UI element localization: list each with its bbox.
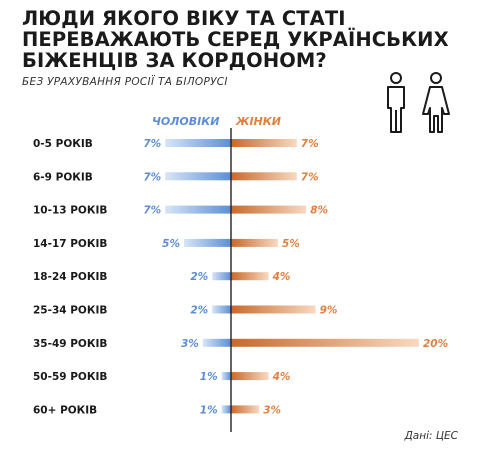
bar-women	[231, 272, 269, 281]
legend-men: ЧОЛОВІКИ	[152, 115, 220, 128]
bar-men	[184, 238, 231, 247]
bar-men	[212, 272, 231, 281]
bar-women	[231, 238, 278, 247]
category-label: 35-49 РОКІВ	[33, 338, 107, 350]
category-label: 18-24 РОКІВ	[33, 271, 107, 283]
value-label-men: 7%	[143, 171, 161, 183]
bar-women	[231, 172, 297, 181]
bar-women	[231, 372, 269, 381]
bar-men	[221, 372, 231, 381]
category-label: 6-9 РОКІВ	[33, 171, 93, 183]
bar-men	[165, 172, 231, 181]
bar-men	[212, 305, 231, 314]
bar-men	[165, 205, 231, 214]
value-label-women: 4%	[272, 271, 291, 283]
value-label-women: 7%	[301, 138, 319, 150]
bar-women	[231, 305, 316, 314]
gender-icons	[387, 72, 450, 133]
category-label: 60+ РОКІВ	[33, 404, 97, 416]
category-label: 50-59 РОКІВ	[33, 371, 107, 383]
legend-women: ЖІНКИ	[236, 115, 281, 128]
bar-women	[231, 405, 260, 414]
category-label: 14-17 РОКІВ	[33, 238, 107, 250]
bar-women	[231, 205, 307, 214]
value-label-men: 3%	[181, 338, 199, 350]
value-label-women: 7%	[301, 171, 319, 183]
chart-title: ЛЮДИ ЯКОГО ВІКУ ТА СТАТІ ПЕРЕВАЖАЮТЬ СЕР…	[22, 7, 449, 72]
value-label-men: 7%	[143, 138, 161, 150]
value-label-men: 2%	[190, 271, 208, 283]
bar-women	[231, 338, 419, 347]
value-label-men: 1%	[200, 404, 218, 416]
category-label: 0-5 РОКІВ	[33, 138, 93, 150]
value-label-men: 1%	[200, 371, 218, 383]
category-label: 25-34 РОКІВ	[33, 305, 107, 317]
bar-men	[221, 405, 231, 414]
value-label-women: 5%	[282, 238, 300, 250]
value-label-women: 9%	[320, 305, 338, 317]
bar-women	[231, 139, 297, 147]
source-note: Дані: ЦЕС	[404, 430, 458, 442]
bar-men	[202, 338, 231, 347]
chart-subtitle: БЕЗ УРАХУВАННЯ РОСІЇ ТА БІЛОРУСІ	[22, 76, 228, 88]
value-label-men: 2%	[190, 305, 208, 317]
category-label: 10-13 РОКІВ	[33, 205, 107, 217]
value-label-women: 20%	[423, 338, 448, 350]
value-label-women: 3%	[263, 404, 281, 416]
value-label-men: 7%	[143, 205, 161, 217]
man-icon	[387, 72, 405, 133]
woman-icon	[422, 72, 450, 133]
value-label-men: 5%	[162, 238, 180, 250]
bar-men	[165, 139, 231, 147]
value-label-women: 4%	[272, 371, 291, 383]
value-label-women: 8%	[310, 205, 328, 217]
